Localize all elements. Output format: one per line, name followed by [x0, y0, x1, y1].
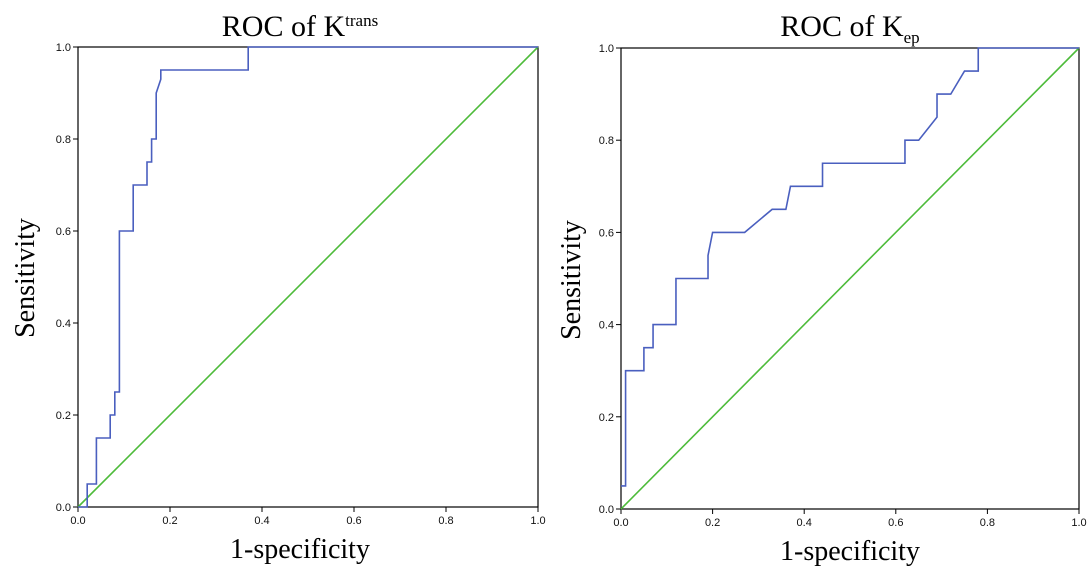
roc-curve	[621, 47, 1079, 487]
x-axis-label: 1-specificity	[780, 536, 920, 567]
x-tick-label: 0.6	[888, 517, 903, 529]
x-tick-label: 0.4	[797, 517, 812, 529]
y-tick-label: 0.4	[56, 318, 71, 330]
chart-title: ROC of Kep	[780, 10, 919, 47]
y-tick-label: 0.0	[56, 502, 71, 514]
x-tick-label: 0.0	[70, 515, 85, 527]
reference-line	[77, 46, 539, 508]
roc-curve	[78, 46, 538, 508]
roc-kep-panel: ROC of Kep 1-specificity Sensitivity 0.0…	[556, 10, 1087, 567]
x-tick-label: 0.8	[980, 517, 995, 529]
y-tick-label: 0.4	[599, 320, 614, 332]
reference-line	[620, 47, 1080, 510]
y-tick-label: 1.0	[56, 42, 71, 54]
x-tick-label: 0.2	[162, 515, 177, 527]
x-tick-label: 0.2	[705, 517, 720, 529]
x-tick-label: 0.8	[438, 515, 453, 527]
y-axis-label: Sensitivity	[10, 218, 41, 338]
y-tick-label: 1.0	[599, 43, 614, 55]
y-tick-label: 0.6	[56, 226, 71, 238]
y-axis-label: Sensitivity	[556, 220, 587, 340]
x-tick-label: 1.0	[1071, 517, 1086, 529]
y-tick-label: 0.2	[599, 412, 614, 424]
x-tick-label: 1.0	[530, 515, 545, 527]
y-tick-label: 0.8	[599, 135, 614, 147]
y-tick-label: 0.6	[599, 227, 614, 239]
y-tick-label: 0.2	[56, 410, 71, 422]
chart-title: ROC of Ktrans	[222, 10, 378, 43]
x-tick-label: 0.0	[613, 517, 628, 529]
x-tick-label: 0.6	[346, 515, 361, 527]
roc-ktrans-panel: ROC of Ktrans 1-specificity Sensitivity …	[10, 10, 546, 565]
plot-frame	[620, 47, 1080, 510]
x-tick-label: 0.4	[254, 515, 269, 527]
y-tick-label: 0.0	[599, 504, 614, 516]
x-axis-label: 1-specificity	[230, 534, 370, 565]
y-tick-label: 0.8	[56, 134, 71, 146]
